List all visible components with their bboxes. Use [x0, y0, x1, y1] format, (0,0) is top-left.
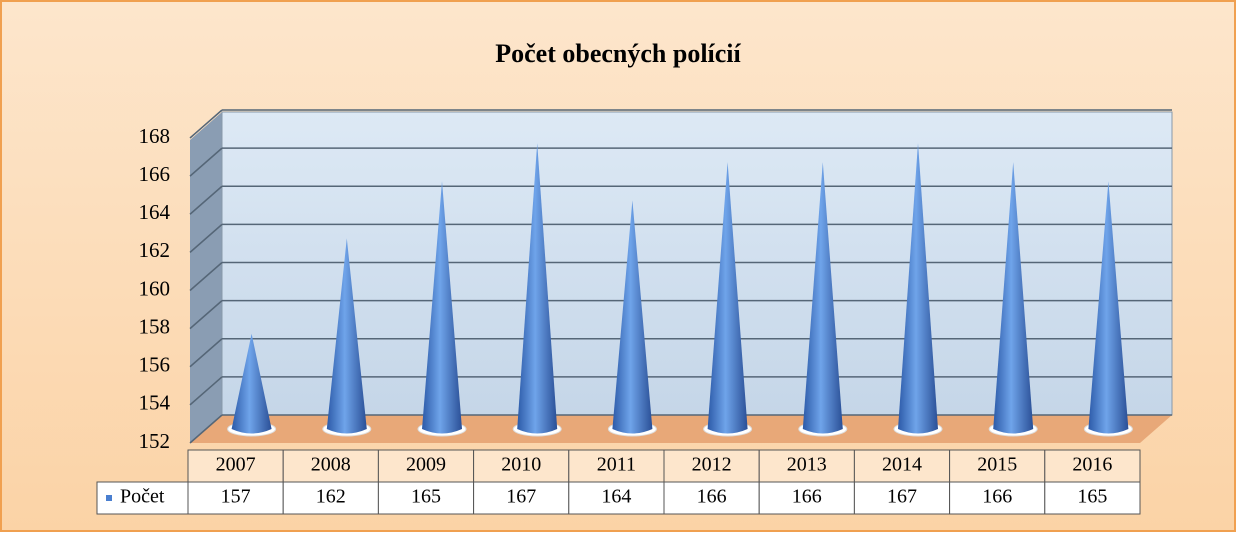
x-tick-label: 2011 [597, 454, 636, 476]
x-tick-label: 2016 [1072, 454, 1112, 476]
table-value: 157 [221, 486, 251, 508]
y-tick-label: 152 [139, 429, 171, 453]
cone [898, 143, 938, 434]
y-tick-label: 158 [139, 314, 171, 338]
side-grid-line [189, 300, 223, 330]
table-cell [377, 481, 475, 515]
side-grid-line [189, 414, 223, 444]
y-tick-label: 160 [139, 276, 171, 300]
cone [422, 181, 462, 434]
x-tick-label: 2013 [787, 454, 827, 476]
table-value: 166 [792, 486, 822, 508]
table-cell [282, 449, 379, 483]
side-grid-line [189, 223, 223, 253]
cone [517, 143, 558, 434]
back-wall [221, 111, 1173, 416]
cone [612, 200, 653, 434]
cone [231, 333, 272, 434]
legend-label: Počet [120, 486, 165, 508]
x-tick-label: 2008 [311, 454, 351, 476]
y-tick-label: 164 [139, 200, 171, 224]
side-grid-line [189, 109, 223, 139]
table-label-cell [96, 481, 189, 515]
table-value: 164 [601, 486, 631, 508]
side-grid-line [189, 147, 223, 177]
y-tick-label: 156 [139, 353, 171, 377]
table-value: 167 [887, 486, 917, 508]
x-tick-label: 2012 [692, 454, 732, 476]
side-grid-line [189, 376, 223, 406]
chart-title: Počet obecných polícií [495, 39, 741, 68]
table-cell [663, 449, 760, 483]
table-value: 165 [411, 486, 441, 508]
table-cell [663, 481, 760, 515]
side-grid-line [189, 338, 223, 368]
table-cell [282, 481, 379, 515]
table-cell [568, 481, 665, 515]
table-cell [187, 481, 284, 515]
x-tick-label: 2009 [406, 454, 446, 476]
table-cell [473, 449, 570, 483]
table-cell [1044, 449, 1141, 483]
x-tick-label: 2015 [977, 454, 1017, 476]
table-cell [377, 449, 475, 483]
y-tick-label: 154 [139, 391, 171, 415]
table-cell [473, 481, 570, 515]
table-value: 165 [1077, 486, 1107, 508]
table-value: 166 [697, 486, 727, 508]
legend-marker [106, 495, 112, 501]
table-cell [1044, 481, 1141, 515]
table-cell [853, 449, 951, 483]
table-value: 166 [982, 486, 1012, 508]
side-grid-line [189, 185, 223, 215]
side-grid-line [189, 261, 223, 292]
y-tick-label: 162 [139, 238, 171, 262]
cone [707, 162, 748, 434]
cone [1088, 181, 1129, 434]
table-value: 167 [506, 486, 536, 508]
cone [802, 162, 843, 434]
cone [326, 238, 367, 434]
table-value: 162 [316, 486, 346, 508]
x-tick-label: 2014 [882, 454, 922, 476]
x-tick-label: 2010 [501, 454, 541, 476]
table-cell [758, 481, 855, 515]
table-cell [758, 449, 855, 483]
y-tick-label: 166 [139, 162, 171, 186]
table-cell [187, 449, 284, 483]
x-tick-label: 2007 [216, 454, 256, 476]
y-tick-label: 168 [139, 124, 171, 148]
cone [993, 162, 1034, 434]
